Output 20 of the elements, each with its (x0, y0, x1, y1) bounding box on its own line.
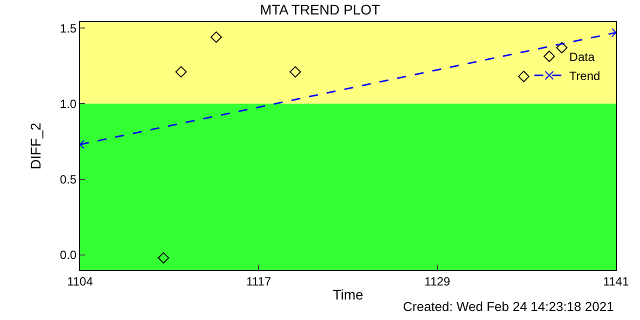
y-tick-label: 0.0 (60, 248, 77, 262)
text: Created: Wed Feb 24 14:23:18 2021 (403, 299, 614, 314)
y-tick-label: 1.0 (60, 96, 77, 111)
y-tick-label: 0.5 (60, 172, 77, 186)
chart-title: MTA TREND PLOT (260, 2, 380, 18)
x-tick-label: 1129 (424, 274, 451, 288)
point (556, 42, 568, 54)
point (518, 70, 530, 82)
point (175, 66, 187, 78)
legend-label: Trend (569, 69, 600, 84)
x-axis-title: Time (332, 286, 364, 303)
x-tick-label: 1141 (603, 274, 630, 288)
y-tick-label: 1.5 (60, 21, 77, 36)
y-axis-title: DIFF_2 (28, 122, 44, 170)
x-tick-label: 1104 (67, 274, 94, 288)
x-tick-label: 1117 (246, 274, 272, 288)
point (210, 31, 222, 43)
legend-label: Data (569, 50, 595, 64)
point (290, 66, 301, 78)
point (158, 252, 170, 264)
